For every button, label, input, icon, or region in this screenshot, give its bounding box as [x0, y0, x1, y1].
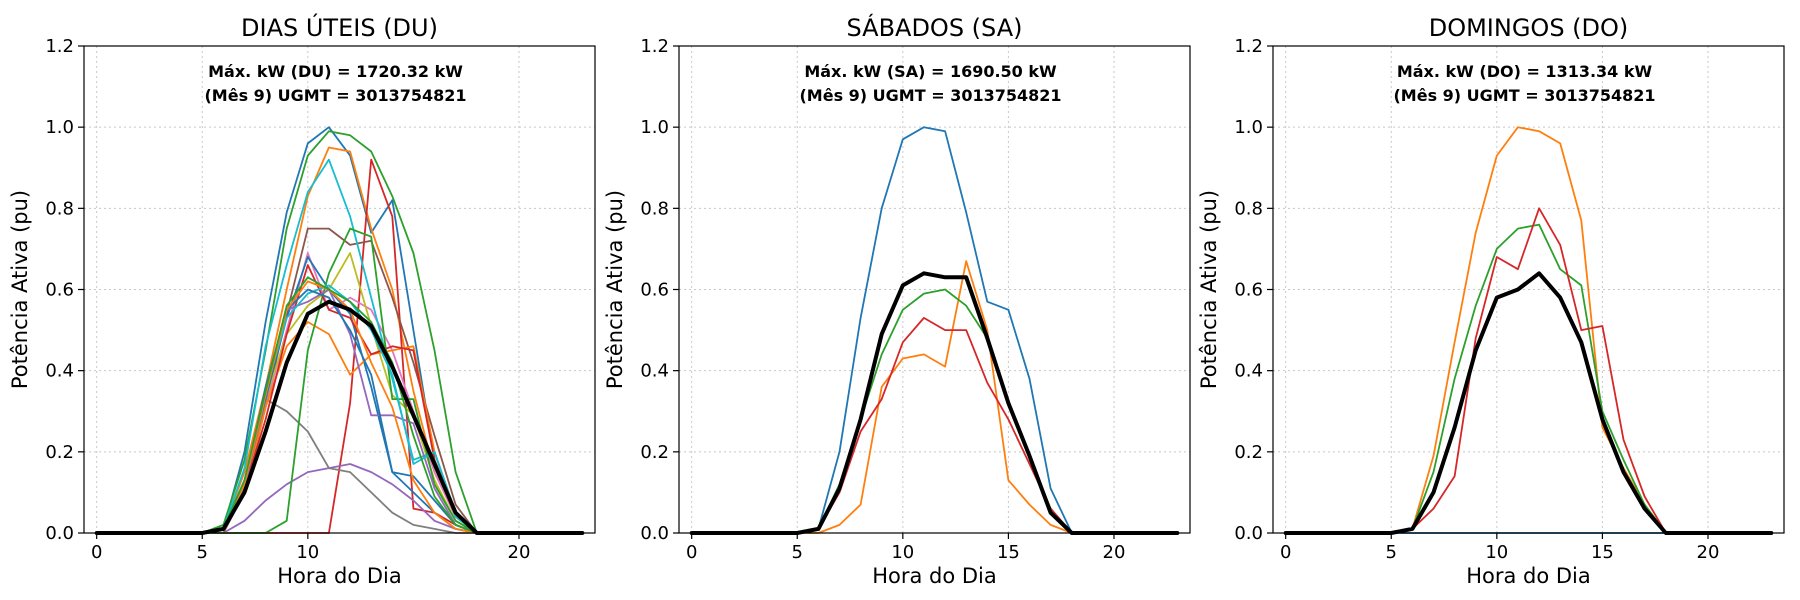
- y-axis-label: Potência Ativa (pu): [603, 190, 627, 389]
- y-axis-label: Potência Ativa (pu): [1197, 190, 1221, 389]
- mean-series-line: [1283, 271, 1774, 535]
- series-line-3: [690, 288, 1179, 534]
- series-line-19: [95, 276, 584, 534]
- series-line-2: [690, 260, 1179, 534]
- series-line-16: [95, 284, 584, 534]
- series-line-15: [95, 288, 584, 534]
- annotation-month-ugmt: (Mês 9) UGMT = 3013754821: [799, 86, 1061, 105]
- x-tick-label: 0: [686, 542, 697, 563]
- y-tick-label: 0.2: [1234, 442, 1263, 463]
- y-tick-label: 0.2: [640, 442, 669, 463]
- y-tick-label: 0.6: [640, 280, 669, 301]
- x-tick-label: 20: [1697, 542, 1720, 563]
- series-line-3: [1284, 223, 1773, 534]
- series-group: [689, 126, 1180, 535]
- y-tick-label: 0.4: [45, 361, 74, 382]
- x-tick-label: 20: [1103, 542, 1126, 563]
- chart-title: SÁBADOS (SA): [846, 13, 1022, 42]
- y-tick-label: 0.6: [1234, 280, 1263, 301]
- mean-series-line: [689, 271, 1180, 535]
- y-tick-label: 0.0: [640, 523, 669, 544]
- x-axis-label: Hora do Dia: [1466, 564, 1591, 588]
- annotation-max-kw: Máx. kW (SA) = 1690.50 kW: [804, 62, 1057, 81]
- x-tick-label: 5: [792, 542, 803, 563]
- y-tick-label: 0.0: [1234, 523, 1263, 544]
- x-axis-label: Hora do Dia: [872, 564, 997, 588]
- series-group: [1283, 126, 1774, 535]
- y-tick-label: 1.2: [1234, 36, 1263, 57]
- chart-panel-2: 0.0 0.2 0.4 0.6 0.8 1.0 1.2 0 5 10 15 20 SÁBADOS (SA…: [603, 13, 1191, 588]
- chart-title: DOMINGOS (DO): [1429, 14, 1629, 42]
- y-tick-label: 1.0: [640, 117, 669, 138]
- series-group: [94, 126, 585, 535]
- y-tick-label: 0.0: [45, 523, 74, 544]
- annotation-month-ugmt: (Mês 9) UGMT = 3013754821: [204, 86, 466, 105]
- y-tick-label: 1.0: [1234, 117, 1263, 138]
- x-tick-label: 0: [91, 542, 102, 563]
- x-tick-label: 10: [891, 542, 914, 563]
- mean-series-line: [94, 299, 585, 535]
- x-tick-label: 5: [1386, 542, 1397, 563]
- series-line-13: [95, 227, 584, 534]
- x-tick-label: 10: [1485, 542, 1508, 563]
- y-tick-label: 0.4: [1234, 361, 1263, 382]
- x-tick-label: 15: [1591, 542, 1614, 563]
- chart-panel-1: 0.0 0.2 0.4 0.6 0.8 1.0 1.2 0 5 10 20 DIAS ÚTEIS (D…: [8, 12, 596, 588]
- annotation-month-ugmt: (Mês 9) UGMT = 3013754821: [1393, 86, 1655, 105]
- y-tick-label: 1.2: [45, 36, 74, 57]
- x-tick-label: 0: [1280, 542, 1291, 563]
- series-line-2: [1284, 126, 1773, 534]
- x-axis-label: Hora do Dia: [277, 564, 402, 588]
- y-tick-label: 1.2: [640, 36, 669, 57]
- x-tick-label: 10: [296, 542, 319, 563]
- series-line-17: [95, 288, 584, 534]
- series-line-12: [95, 321, 584, 534]
- y-tick-label: 0.8: [640, 198, 669, 219]
- y-tick-label: 0.2: [45, 442, 74, 463]
- chart-title: DIAS ÚTEIS (DU): [241, 12, 438, 42]
- y-tick-label: 0.8: [1234, 198, 1263, 219]
- x-tick-label: 15: [997, 542, 1020, 563]
- series-line-2: [95, 146, 584, 534]
- series-line-4: [95, 158, 584, 534]
- series-line-18: [95, 280, 584, 534]
- annotation-max-kw: Máx. kW (DO) = 1313.34 kW: [1397, 62, 1653, 81]
- series-line-4: [690, 316, 1179, 534]
- series-line-11: [95, 256, 584, 534]
- series-line-6: [95, 227, 584, 534]
- y-tick-label: 0.4: [640, 361, 669, 382]
- y-tick-label: 0.6: [45, 280, 74, 301]
- y-axis-label: Potência Ativa (pu): [8, 190, 32, 389]
- series-line-5: [95, 463, 584, 534]
- series-line-1: [690, 126, 1179, 534]
- y-tick-label: 0.8: [45, 198, 74, 219]
- y-tick-label: 1.0: [45, 117, 74, 138]
- series-line-10: [95, 158, 584, 534]
- x-tick-label: 20: [508, 542, 531, 563]
- annotation-max-kw: Máx. kW (DU) = 1720.32 kW: [208, 62, 463, 81]
- chart-panel-3: 0.0 0.2 0.4 0.6 0.8 1.0 1.2 0 5 10 15 20 DOMINGOS (D…: [1197, 14, 1785, 588]
- x-tick-label: 5: [197, 542, 208, 563]
